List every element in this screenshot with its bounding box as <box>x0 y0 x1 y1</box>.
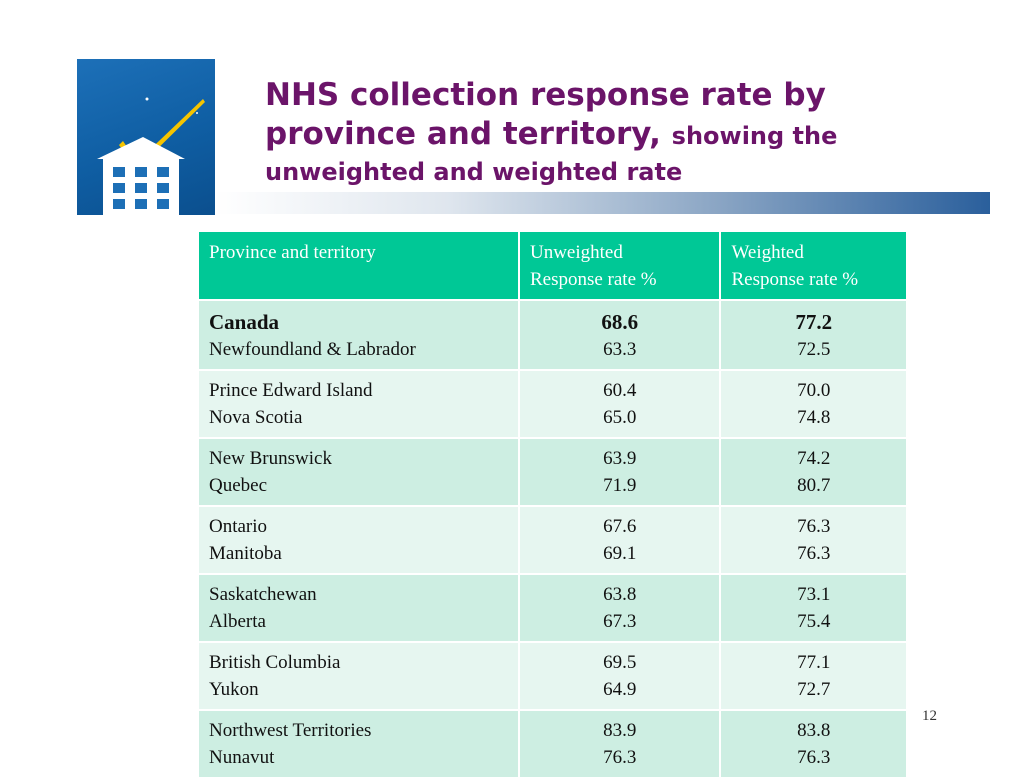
province-cell: Canada Newfoundland & Labrador <box>197 299 520 371</box>
house-checkmark-logo <box>77 59 215 215</box>
title-line-3: unweighted and weighted rate <box>265 158 683 186</box>
header-unweighted-label: Unweighted <box>529 242 623 263</box>
unweighted-cell: 83.9 76.3 <box>517 709 722 779</box>
province-name: Ontario <box>209 516 268 537</box>
header-weighted-unit: Response rate % <box>731 269 859 290</box>
unweighted-value: 76.3 <box>603 747 637 768</box>
unweighted-value: 68.6 <box>601 310 639 334</box>
unweighted-cell: 63.8 67.3 <box>517 573 722 643</box>
province-name: New Brunswick <box>209 448 332 469</box>
unweighted-value: 83.9 <box>603 720 637 741</box>
unweighted-cell: 68.6 63.3 <box>517 299 722 371</box>
table-row: Canada Newfoundland & Labrador 68.6 63.3 7… <box>197 299 908 371</box>
header-unweighted-unit: Response rate % <box>529 269 657 290</box>
unweighted-value: 63.9 <box>603 448 637 469</box>
weighted-value: 83.8 <box>797 720 831 741</box>
province-cell: Saskatchewan Alberta <box>197 573 520 643</box>
weighted-cell: 74.2 80.7 <box>719 437 908 507</box>
table-row: Ontario Manitoba 67.6 69.1 76.3 76.3 <box>197 505 908 575</box>
province-name: Nunavut <box>209 747 275 768</box>
weighted-cell: 70.0 74.8 <box>719 369 908 439</box>
title-line-2: province and territory, showing the <box>265 115 945 154</box>
table-row: Northwest Territories Nunavut 83.9 76.3 83… <box>197 709 908 779</box>
province-name: Alberta <box>209 611 266 632</box>
header-weighted-label: Weighted <box>731 242 804 263</box>
province-name: Northwest Territories <box>209 720 372 741</box>
header-province: Province and territory <box>197 230 520 301</box>
unweighted-value: 63.3 <box>603 339 637 360</box>
weighted-value: 72.5 <box>797 339 831 360</box>
weighted-value: 72.7 <box>797 679 831 700</box>
slide-title: NHS collection response rate by province… <box>265 76 945 190</box>
weighted-cell: 76.3 76.3 <box>719 505 908 575</box>
title-line-1: NHS collection response rate by <box>265 77 826 113</box>
province-cell: Ontario Manitoba <box>197 505 520 575</box>
table-header-row: Province and territory Unweighted Respons… <box>197 230 908 301</box>
weighted-value: 76.3 <box>797 543 831 564</box>
weighted-value: 74.2 <box>797 448 831 469</box>
province-name: Prince Edward Island <box>209 380 373 401</box>
unweighted-value: 65.0 <box>603 407 637 428</box>
table-row: British Columbia Yukon 69.5 64.9 77.1 72.7 <box>197 641 908 711</box>
province-name: Nova Scotia <box>209 407 303 428</box>
header-province-label: Province and territory <box>209 242 376 263</box>
unweighted-value: 67.3 <box>603 611 637 632</box>
weighted-value: 73.1 <box>797 584 831 605</box>
unweighted-cell: 63.9 71.9 <box>517 437 722 507</box>
unweighted-value: 69.5 <box>603 652 637 673</box>
header-gradient-bar <box>215 192 990 214</box>
province-name: Canada <box>209 310 280 334</box>
weighted-value: 77.1 <box>797 652 831 673</box>
unweighted-value: 63.8 <box>603 584 637 605</box>
province-name: Saskatchewan <box>209 584 317 605</box>
weighted-value: 74.8 <box>797 407 831 428</box>
table-row: New Brunswick Quebec 63.9 71.9 74.2 80.7 <box>197 437 908 507</box>
title-subtitle: showing the <box>671 122 838 150</box>
province-name: Newfoundland & Labrador <box>209 339 416 360</box>
weighted-value: 76.3 <box>797 747 831 768</box>
weighted-value: 80.7 <box>797 475 831 496</box>
weighted-value: 75.4 <box>797 611 831 632</box>
province-cell: British Columbia Yukon <box>197 641 520 711</box>
weighted-value: 77.2 <box>795 310 833 334</box>
table-row: Prince Edward Island Nova Scotia 60.4 65.0… <box>197 369 908 439</box>
header-unweighted: Unweighted Response rate % <box>517 230 722 301</box>
unweighted-value: 64.9 <box>603 679 637 700</box>
weighted-value: 70.0 <box>797 380 831 401</box>
unweighted-cell: 67.6 69.1 <box>517 505 722 575</box>
unweighted-cell: 60.4 65.0 <box>517 369 722 439</box>
province-name: Yukon <box>209 679 259 700</box>
unweighted-value: 60.4 <box>603 380 637 401</box>
response-rate-table: Province and territory Unweighted Respons… <box>197 230 908 779</box>
weighted-cell: 73.1 75.4 <box>719 573 908 643</box>
province-name: Quebec <box>209 475 268 496</box>
unweighted-value: 67.6 <box>603 516 637 537</box>
weighted-cell: 77.1 72.7 <box>719 641 908 711</box>
province-name: Manitoba <box>209 543 282 564</box>
province-cell: New Brunswick Quebec <box>197 437 520 507</box>
weighted-cell: 77.2 72.5 <box>719 299 908 371</box>
weighted-cell: 83.8 76.3 <box>719 709 908 779</box>
weighted-value: 76.3 <box>797 516 831 537</box>
unweighted-value: 71.9 <box>603 475 637 496</box>
unweighted-cell: 69.5 64.9 <box>517 641 722 711</box>
header-weighted: Weighted Response rate % <box>719 230 908 301</box>
province-cell: Prince Edward Island Nova Scotia <box>197 369 520 439</box>
table-row: Saskatchewan Alberta 63.8 67.3 73.1 75.4 <box>197 573 908 643</box>
province-name: British Columbia <box>209 652 341 673</box>
page-number: 12 <box>922 708 937 724</box>
unweighted-value: 69.1 <box>603 543 637 564</box>
title-line-2-main: province and territory, <box>265 116 661 152</box>
